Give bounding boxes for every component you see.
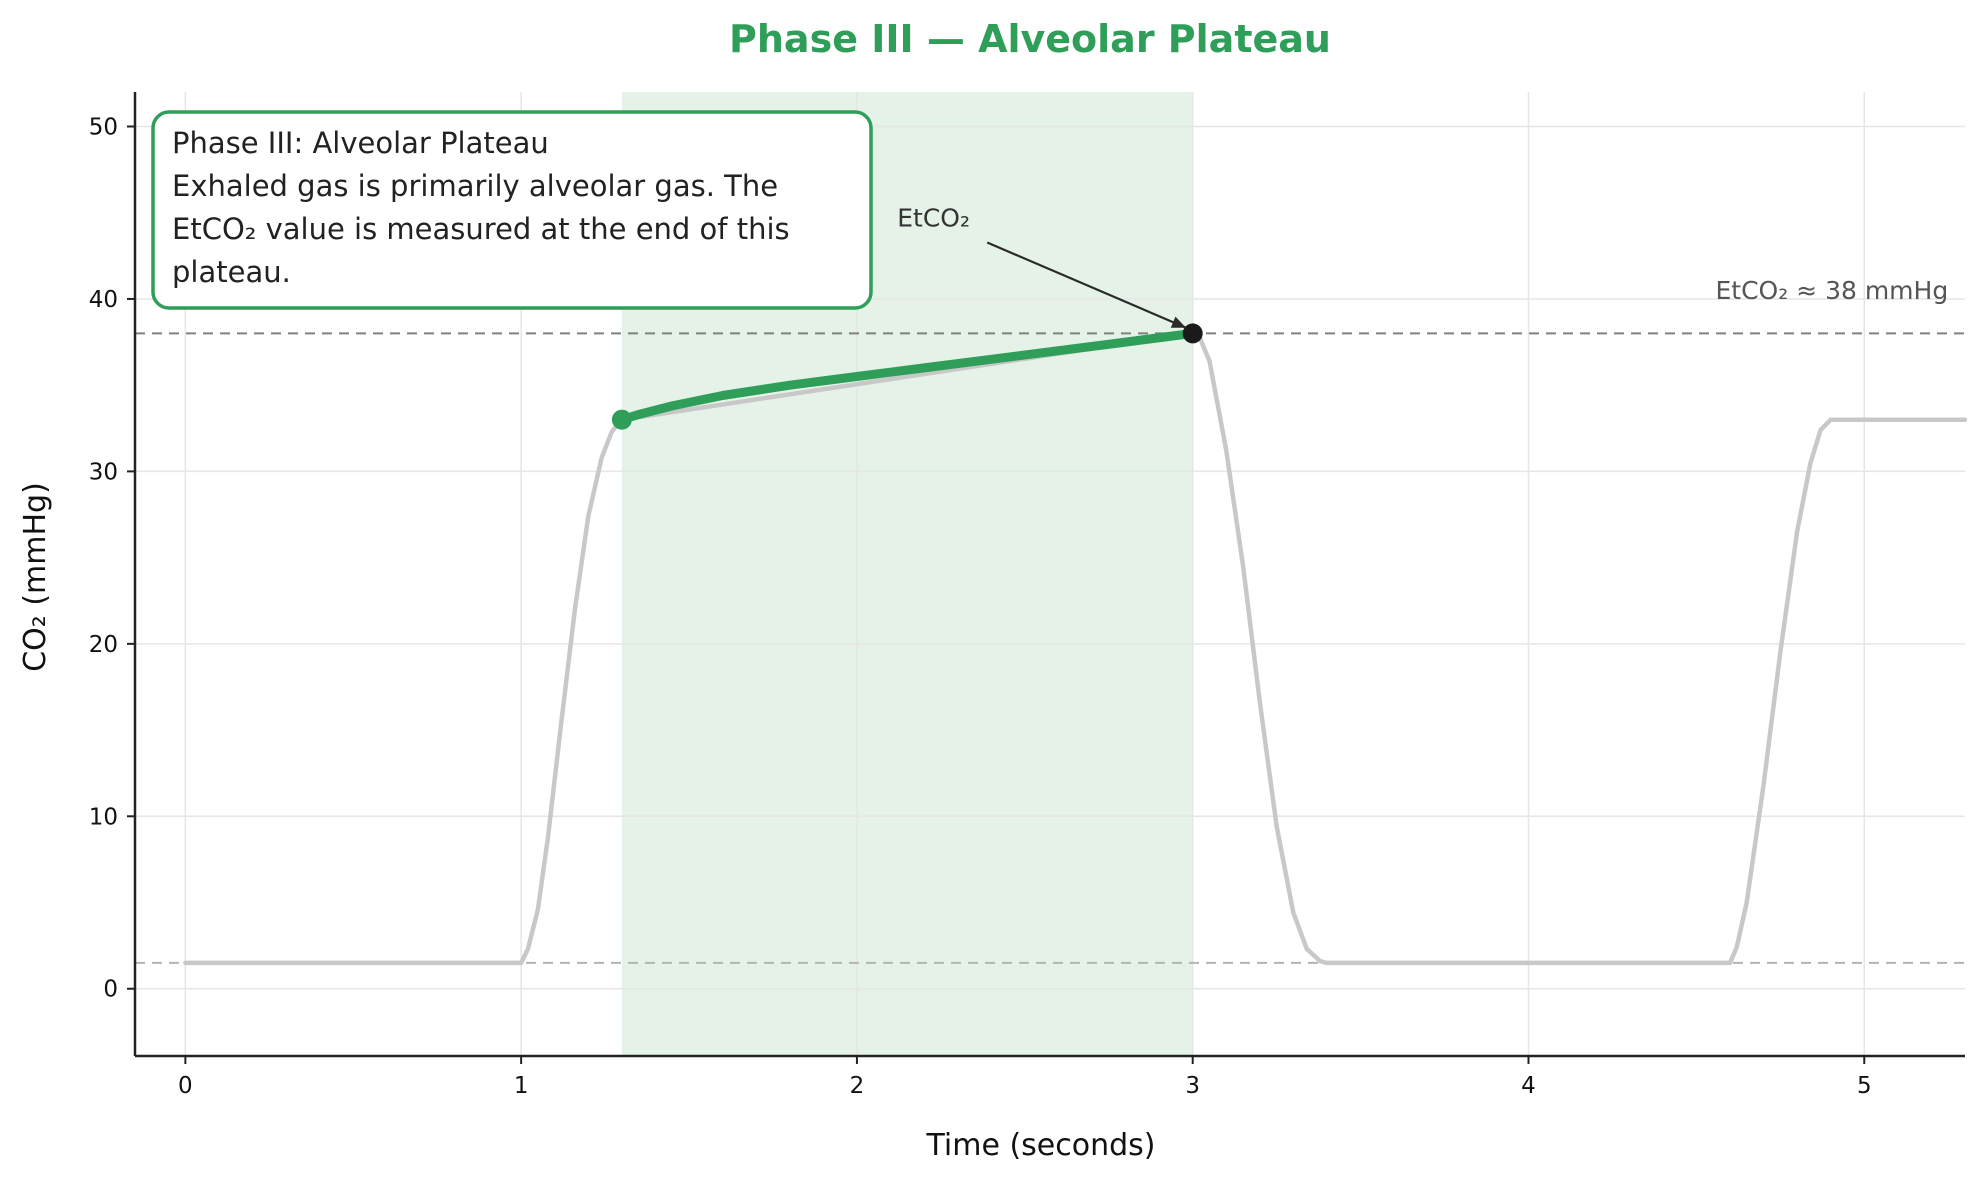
x-tick-label: 3 bbox=[1185, 1073, 1200, 1099]
y-tick-label: 0 bbox=[103, 977, 118, 1003]
info-box: Phase III: Alveolar Plateau Exhaled gas … bbox=[151, 110, 873, 310]
info-box-line-1: Phase III: Alveolar Plateau bbox=[172, 126, 549, 160]
chart-title: Phase III — Alveolar Plateau bbox=[729, 17, 1331, 61]
y-tick-label: 10 bbox=[89, 804, 118, 830]
etco2-annotation-arrow bbox=[986, 241, 1187, 329]
x-tick-label: 2 bbox=[850, 1073, 865, 1099]
info-box-line-4: plateau. bbox=[172, 255, 291, 289]
etco2-arrow-label: EtCO₂ bbox=[897, 204, 970, 233]
phase-iii-start-point bbox=[611, 409, 632, 430]
etco2-point bbox=[1182, 323, 1203, 344]
x-tick-label: 0 bbox=[178, 1073, 193, 1099]
etco2-arrow-head bbox=[1170, 316, 1186, 328]
info-box-line-3: EtCO₂ value is measured at the end of th… bbox=[172, 212, 790, 246]
etco2-value-label: EtCO₂ ≈ 38 mmHg bbox=[1715, 276, 1948, 305]
capnogram-trace-line bbox=[183, 331, 1968, 966]
x-tick-label: 5 bbox=[1857, 1073, 1872, 1099]
info-box-frame bbox=[151, 110, 873, 310]
y-tick-label: 50 bbox=[89, 114, 118, 140]
y-tick-label: 30 bbox=[89, 459, 118, 485]
info-box-line-2: Exhaled gas is primarily alveolar gas. T… bbox=[172, 169, 778, 203]
y-axis-label: CO₂ (mmHg) bbox=[18, 482, 53, 672]
x-tick-label: 1 bbox=[514, 1073, 529, 1099]
x-tick-label: 4 bbox=[1521, 1073, 1536, 1099]
y-tick-label: 20 bbox=[89, 632, 118, 658]
phase-iii-plateau-line bbox=[617, 328, 1198, 425]
y-tick-label: 40 bbox=[89, 287, 118, 313]
x-axis-label: Time (seconds) bbox=[926, 1128, 1156, 1163]
